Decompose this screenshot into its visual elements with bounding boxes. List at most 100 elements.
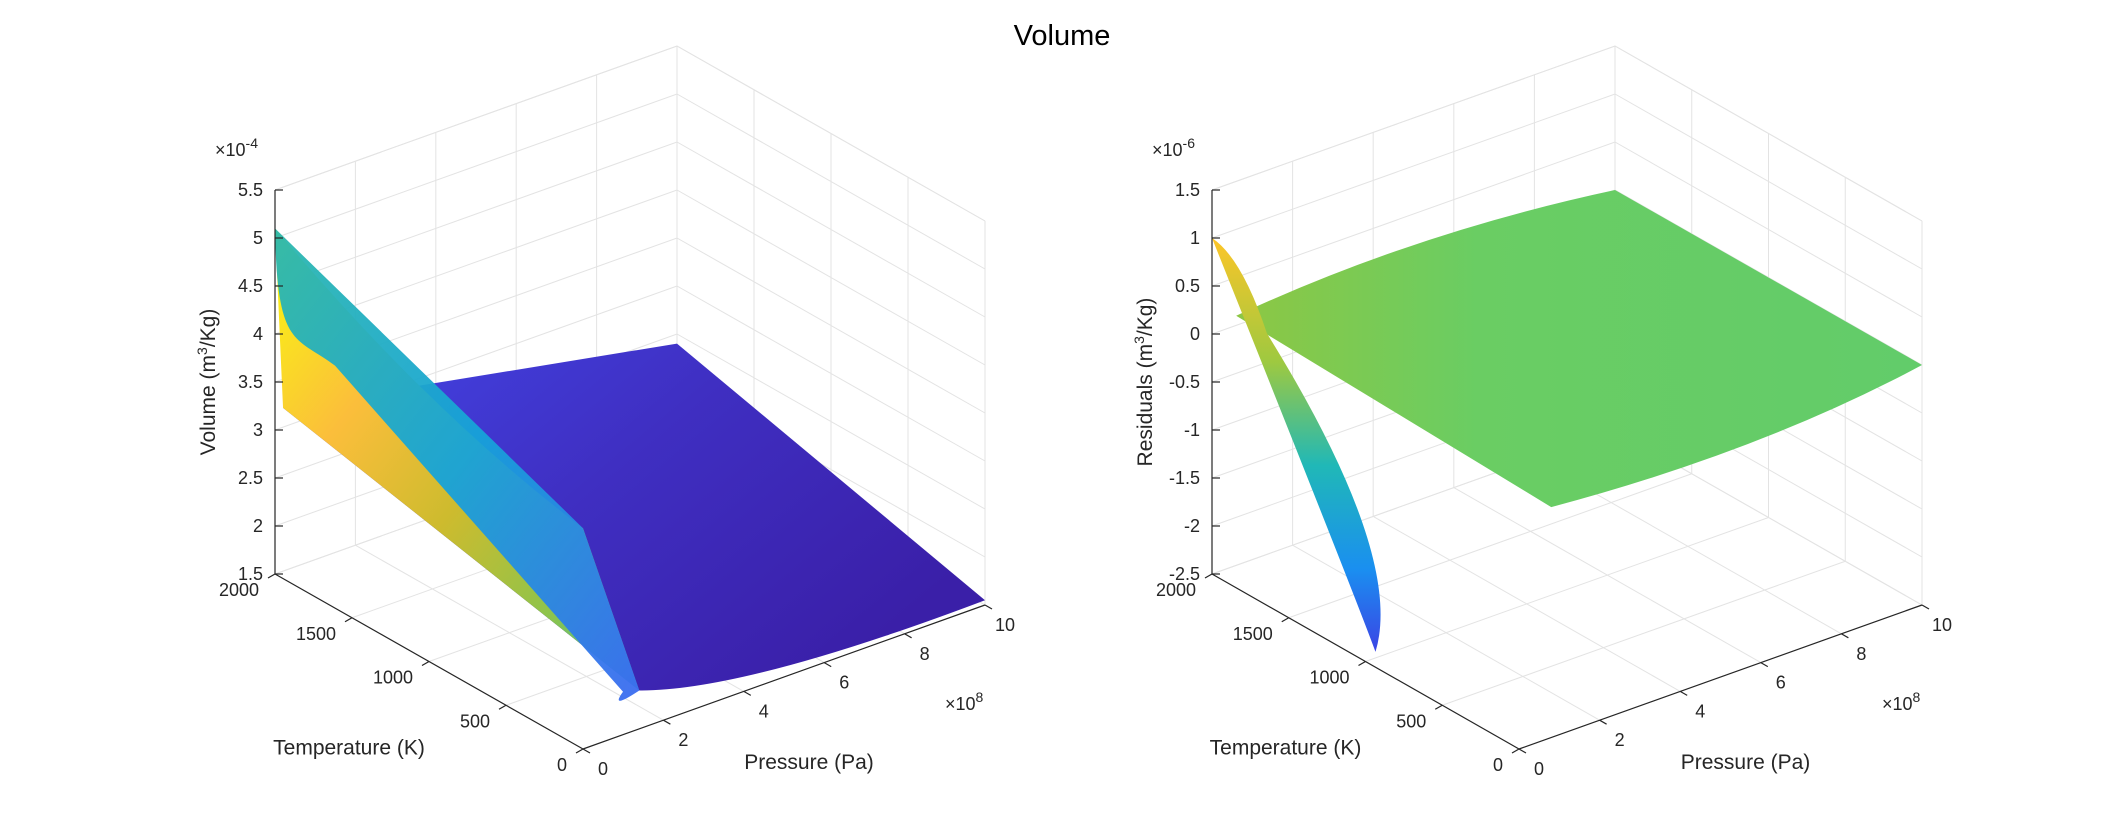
z-tick-label: -0.5 xyxy=(1169,372,1200,392)
z-tick-label: 4.5 xyxy=(238,276,263,296)
z-tick-label: 1 xyxy=(1190,228,1200,248)
z-tick-label: 3 xyxy=(253,420,263,440)
x-exponent-label: ×108 xyxy=(945,689,984,714)
z-axis-label: Residuals (m3/Kg) xyxy=(1131,298,1157,467)
y-tick-label: 0 xyxy=(1493,755,1503,775)
z-exponent-label: ×10-4 xyxy=(215,135,258,160)
gridline xyxy=(1211,45,1923,222)
gridline xyxy=(274,45,986,222)
z-tick-label: -1.5 xyxy=(1169,468,1200,488)
x-tick xyxy=(1679,690,1688,696)
axes-lines xyxy=(1204,189,1930,754)
y-tick xyxy=(1434,704,1443,710)
x-tick-label: 2 xyxy=(678,730,688,750)
x-tick xyxy=(1599,719,1607,725)
y-tick-label: 0 xyxy=(557,755,567,775)
x-tick xyxy=(1841,633,1849,639)
x-tick xyxy=(904,633,912,639)
y-tick-label: 1000 xyxy=(1309,668,1349,688)
x-tick xyxy=(663,719,671,725)
y-tick xyxy=(267,573,276,579)
figure-title: Volume xyxy=(1014,20,1111,52)
y-tick-label: 1500 xyxy=(296,624,336,644)
x-tick xyxy=(743,690,752,696)
surface xyxy=(1212,190,1922,652)
z-tick-label: 0.5 xyxy=(1175,276,1200,296)
x-axis-label: Pressure (Pa) xyxy=(744,751,874,774)
z-exponent-label: ×10-6 xyxy=(1152,135,1195,160)
z-tick-label: 5.5 xyxy=(238,180,263,200)
z-axis-label-sup: 3 xyxy=(194,347,210,355)
gridline xyxy=(274,141,986,318)
y-tick-label: 1500 xyxy=(1233,624,1273,644)
x-tick-label: 0 xyxy=(1534,759,1544,779)
z-tick-label: -2 xyxy=(1184,516,1200,536)
y-tick xyxy=(575,748,584,754)
z-tick-label: 1.5 xyxy=(1175,180,1200,200)
x-tick xyxy=(1518,748,1527,754)
x-exponent-power: 8 xyxy=(1913,689,1921,705)
y-tick xyxy=(1281,617,1290,623)
y-tick xyxy=(498,704,507,710)
x-exponent-label: ×108 xyxy=(1882,689,1921,714)
axes-lines xyxy=(267,189,993,754)
x-tick xyxy=(823,662,832,668)
x-tick-label: 2 xyxy=(1615,730,1625,750)
x-tick xyxy=(984,604,993,610)
z-axis-label-sup: 3 xyxy=(1131,336,1147,344)
surface-peak xyxy=(1212,238,1381,652)
x-tick xyxy=(1921,604,1930,610)
z-tick-label: 2.5 xyxy=(238,468,263,488)
y-tick xyxy=(1511,748,1520,754)
surface-sheet xyxy=(1236,190,1922,508)
y-tick xyxy=(421,660,430,667)
z-tick-label: 4 xyxy=(253,324,263,344)
z-exponent-power: -6 xyxy=(1183,135,1196,151)
z-tick-label: 5 xyxy=(253,228,263,248)
z-tick-label: -1 xyxy=(1184,420,1200,440)
z-axis-label-tail: /Kg) xyxy=(197,309,220,348)
x-tick-label: 0 xyxy=(598,759,608,779)
x-tick-label: 4 xyxy=(1695,701,1705,721)
z-axis-label: Volume (m3/Kg) xyxy=(194,309,220,456)
x-axis-label: Pressure (Pa) xyxy=(1681,751,1811,774)
y-tick-label: 1000 xyxy=(373,668,413,688)
y-tick-label: 2000 xyxy=(1156,580,1196,600)
y-tick xyxy=(1204,573,1213,579)
gridline xyxy=(274,45,986,222)
y-tick-label: 500 xyxy=(460,711,490,731)
gridline xyxy=(1442,560,1846,706)
z-exponent-power: -4 xyxy=(246,135,259,151)
x-tick-label: 4 xyxy=(759,701,769,721)
x-tick-label: 10 xyxy=(1932,615,1952,635)
y-axis-label: Temperature (K) xyxy=(1210,737,1362,760)
gridline xyxy=(1211,45,1923,222)
x-tick-label: 6 xyxy=(839,673,849,693)
z-axis-label-tail: /Kg) xyxy=(1134,298,1157,337)
z-tick-label: 2 xyxy=(253,516,263,536)
y-axis-label: Temperature (K) xyxy=(273,737,425,760)
x-axis-line xyxy=(1518,604,1923,750)
x-tick xyxy=(582,748,591,754)
y-tick-label: 500 xyxy=(1396,711,1426,731)
x-tick-label: 6 xyxy=(1776,673,1786,693)
x-tick-label: 8 xyxy=(1856,644,1866,664)
z-tick-label: -2.5 xyxy=(1169,564,1200,584)
surface xyxy=(275,228,985,701)
residuals-surface-plot: 02468100500100015002000-2.5-2-1.5-1-0.50… xyxy=(1131,45,1952,779)
x-tick-label: 8 xyxy=(920,644,930,664)
x-tick xyxy=(1760,662,1769,668)
y-tick xyxy=(344,617,353,623)
y-tick-label: 2000 xyxy=(219,580,259,600)
y-tick xyxy=(1358,660,1366,667)
z-tick-label: 3.5 xyxy=(238,372,263,392)
surface-front-edge xyxy=(275,228,640,701)
x-axis-line xyxy=(582,604,986,750)
gridline xyxy=(274,93,986,270)
x-exponent-power: 8 xyxy=(976,689,984,705)
z-tick-label: 0 xyxy=(1190,324,1200,344)
gridline xyxy=(1365,517,1769,662)
x-tick-label: 10 xyxy=(995,615,1015,635)
